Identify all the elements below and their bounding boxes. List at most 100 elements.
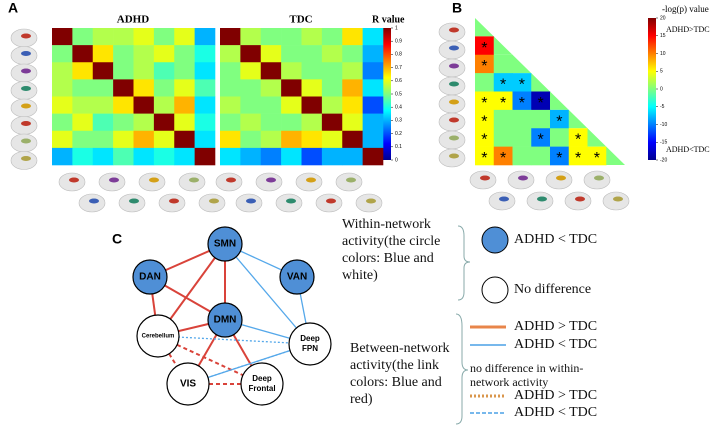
heatmap-cell bbox=[52, 28, 73, 46]
node-label-line: Deep bbox=[252, 374, 272, 383]
panel-label: C bbox=[112, 231, 122, 247]
heatmap-cell bbox=[52, 79, 73, 97]
heatmap-cell bbox=[342, 96, 363, 114]
matrix-title: TDC bbox=[289, 14, 312, 26]
brain-region bbox=[306, 177, 316, 183]
heatmap-cell bbox=[240, 147, 262, 166]
heatmap-cell bbox=[281, 96, 302, 114]
heatmap-cell bbox=[321, 62, 343, 80]
heatmap-cell bbox=[153, 96, 175, 114]
significance-star: * bbox=[538, 95, 544, 112]
significance-star: * bbox=[594, 150, 600, 167]
node-label: DMN bbox=[214, 315, 237, 326]
heatmap-cell bbox=[321, 96, 343, 114]
brain-region bbox=[326, 198, 336, 204]
legend-item: No difference bbox=[514, 282, 592, 297]
heatmap-cell bbox=[568, 128, 588, 147]
network-node bbox=[288, 322, 332, 366]
heatmap-cell bbox=[92, 147, 114, 166]
heatmap-cell bbox=[72, 62, 94, 80]
heatmap-cell bbox=[475, 109, 495, 129]
significance-star: * bbox=[481, 40, 487, 57]
significance-star: * bbox=[556, 150, 562, 167]
heatmap-cell bbox=[113, 45, 134, 63]
significance-star: * bbox=[575, 150, 581, 167]
heatmap-cell bbox=[52, 45, 73, 63]
heatmap-cell bbox=[72, 147, 94, 166]
heatmap-cell bbox=[550, 146, 570, 166]
heatmap-cell bbox=[194, 28, 216, 46]
colorbar-label: ADHD>TDC bbox=[666, 25, 710, 34]
colorbar-title: -log(p) value bbox=[662, 4, 709, 14]
heatmap-cell bbox=[342, 45, 363, 63]
heatmap-cell bbox=[174, 45, 195, 63]
brain-region bbox=[537, 196, 547, 202]
colorbar-tick-label: 0.9 bbox=[395, 39, 402, 45]
heatmap-cell bbox=[301, 147, 323, 166]
network-node bbox=[240, 362, 284, 406]
brace bbox=[455, 313, 469, 425]
heatmap-cell bbox=[531, 73, 550, 92]
heatmap-cell bbox=[321, 130, 343, 149]
heatmap-cell bbox=[194, 130, 216, 149]
heatmap-cell bbox=[133, 62, 155, 80]
brain-region bbox=[21, 68, 31, 74]
node-label-line: Frontal bbox=[248, 384, 275, 393]
heatmap-cell bbox=[92, 130, 114, 149]
heatmap-cell bbox=[153, 45, 175, 63]
significance-star: * bbox=[500, 95, 506, 112]
heatmap-cell bbox=[174, 28, 195, 46]
colorbar-tick-label: -10 bbox=[660, 122, 667, 128]
heatmap-cell bbox=[133, 130, 155, 149]
heatmap-cell bbox=[260, 79, 282, 97]
heatmap-cell bbox=[52, 96, 73, 114]
brain-region bbox=[21, 33, 31, 39]
node-label: VAN bbox=[287, 272, 307, 283]
heatmap-cell bbox=[194, 62, 216, 80]
heatmap-cell bbox=[493, 128, 513, 147]
node-label: Cerebellum bbox=[142, 334, 175, 340]
heatmap-cell bbox=[301, 28, 323, 46]
heatmap-cell bbox=[568, 109, 588, 129]
heatmap-cell bbox=[133, 28, 155, 46]
heatmap-cell bbox=[475, 54, 495, 74]
legend-item: ADHD > TDC bbox=[514, 388, 598, 403]
heatmap-cell bbox=[220, 28, 241, 46]
heatmap-cell bbox=[281, 62, 302, 80]
heatmap-cell bbox=[362, 28, 384, 46]
heatmap-cell bbox=[301, 79, 323, 97]
brain-region bbox=[149, 177, 159, 183]
heatmap-cell bbox=[342, 147, 363, 166]
brain-region bbox=[449, 27, 459, 33]
heatmap-cell bbox=[493, 73, 513, 92]
heatmap-cell bbox=[342, 130, 363, 149]
network-node bbox=[166, 362, 210, 406]
network-node bbox=[279, 259, 315, 295]
colorbar-tick-label: 1 bbox=[395, 25, 398, 31]
significance-star: * bbox=[575, 132, 581, 149]
heatmap-cell bbox=[72, 130, 94, 149]
brain-region bbox=[89, 198, 99, 204]
panel-label: B bbox=[452, 0, 462, 16]
brain-region bbox=[21, 156, 31, 161]
heatmap-cell bbox=[342, 113, 363, 132]
heatmap-cell bbox=[260, 113, 282, 132]
heatmap-cell bbox=[220, 79, 241, 97]
heatmap-cell bbox=[52, 130, 73, 149]
heatmap-cell bbox=[153, 147, 175, 166]
network-edge bbox=[157, 335, 263, 385]
significance-star: * bbox=[519, 95, 525, 112]
heatmap-cell bbox=[550, 109, 570, 129]
brain-region bbox=[480, 175, 490, 181]
legend-title: Between-network activity(the link colors… bbox=[350, 341, 450, 407]
brain-region bbox=[286, 198, 296, 204]
heatmap-cell bbox=[113, 96, 134, 114]
colorbar-tick-label: 0 bbox=[395, 157, 398, 163]
significance-star: * bbox=[500, 77, 506, 94]
heatmap-cell bbox=[220, 45, 241, 63]
heatmap-cell bbox=[260, 45, 282, 63]
panel-label: A bbox=[8, 0, 18, 16]
heatmap-cell bbox=[475, 36, 495, 56]
